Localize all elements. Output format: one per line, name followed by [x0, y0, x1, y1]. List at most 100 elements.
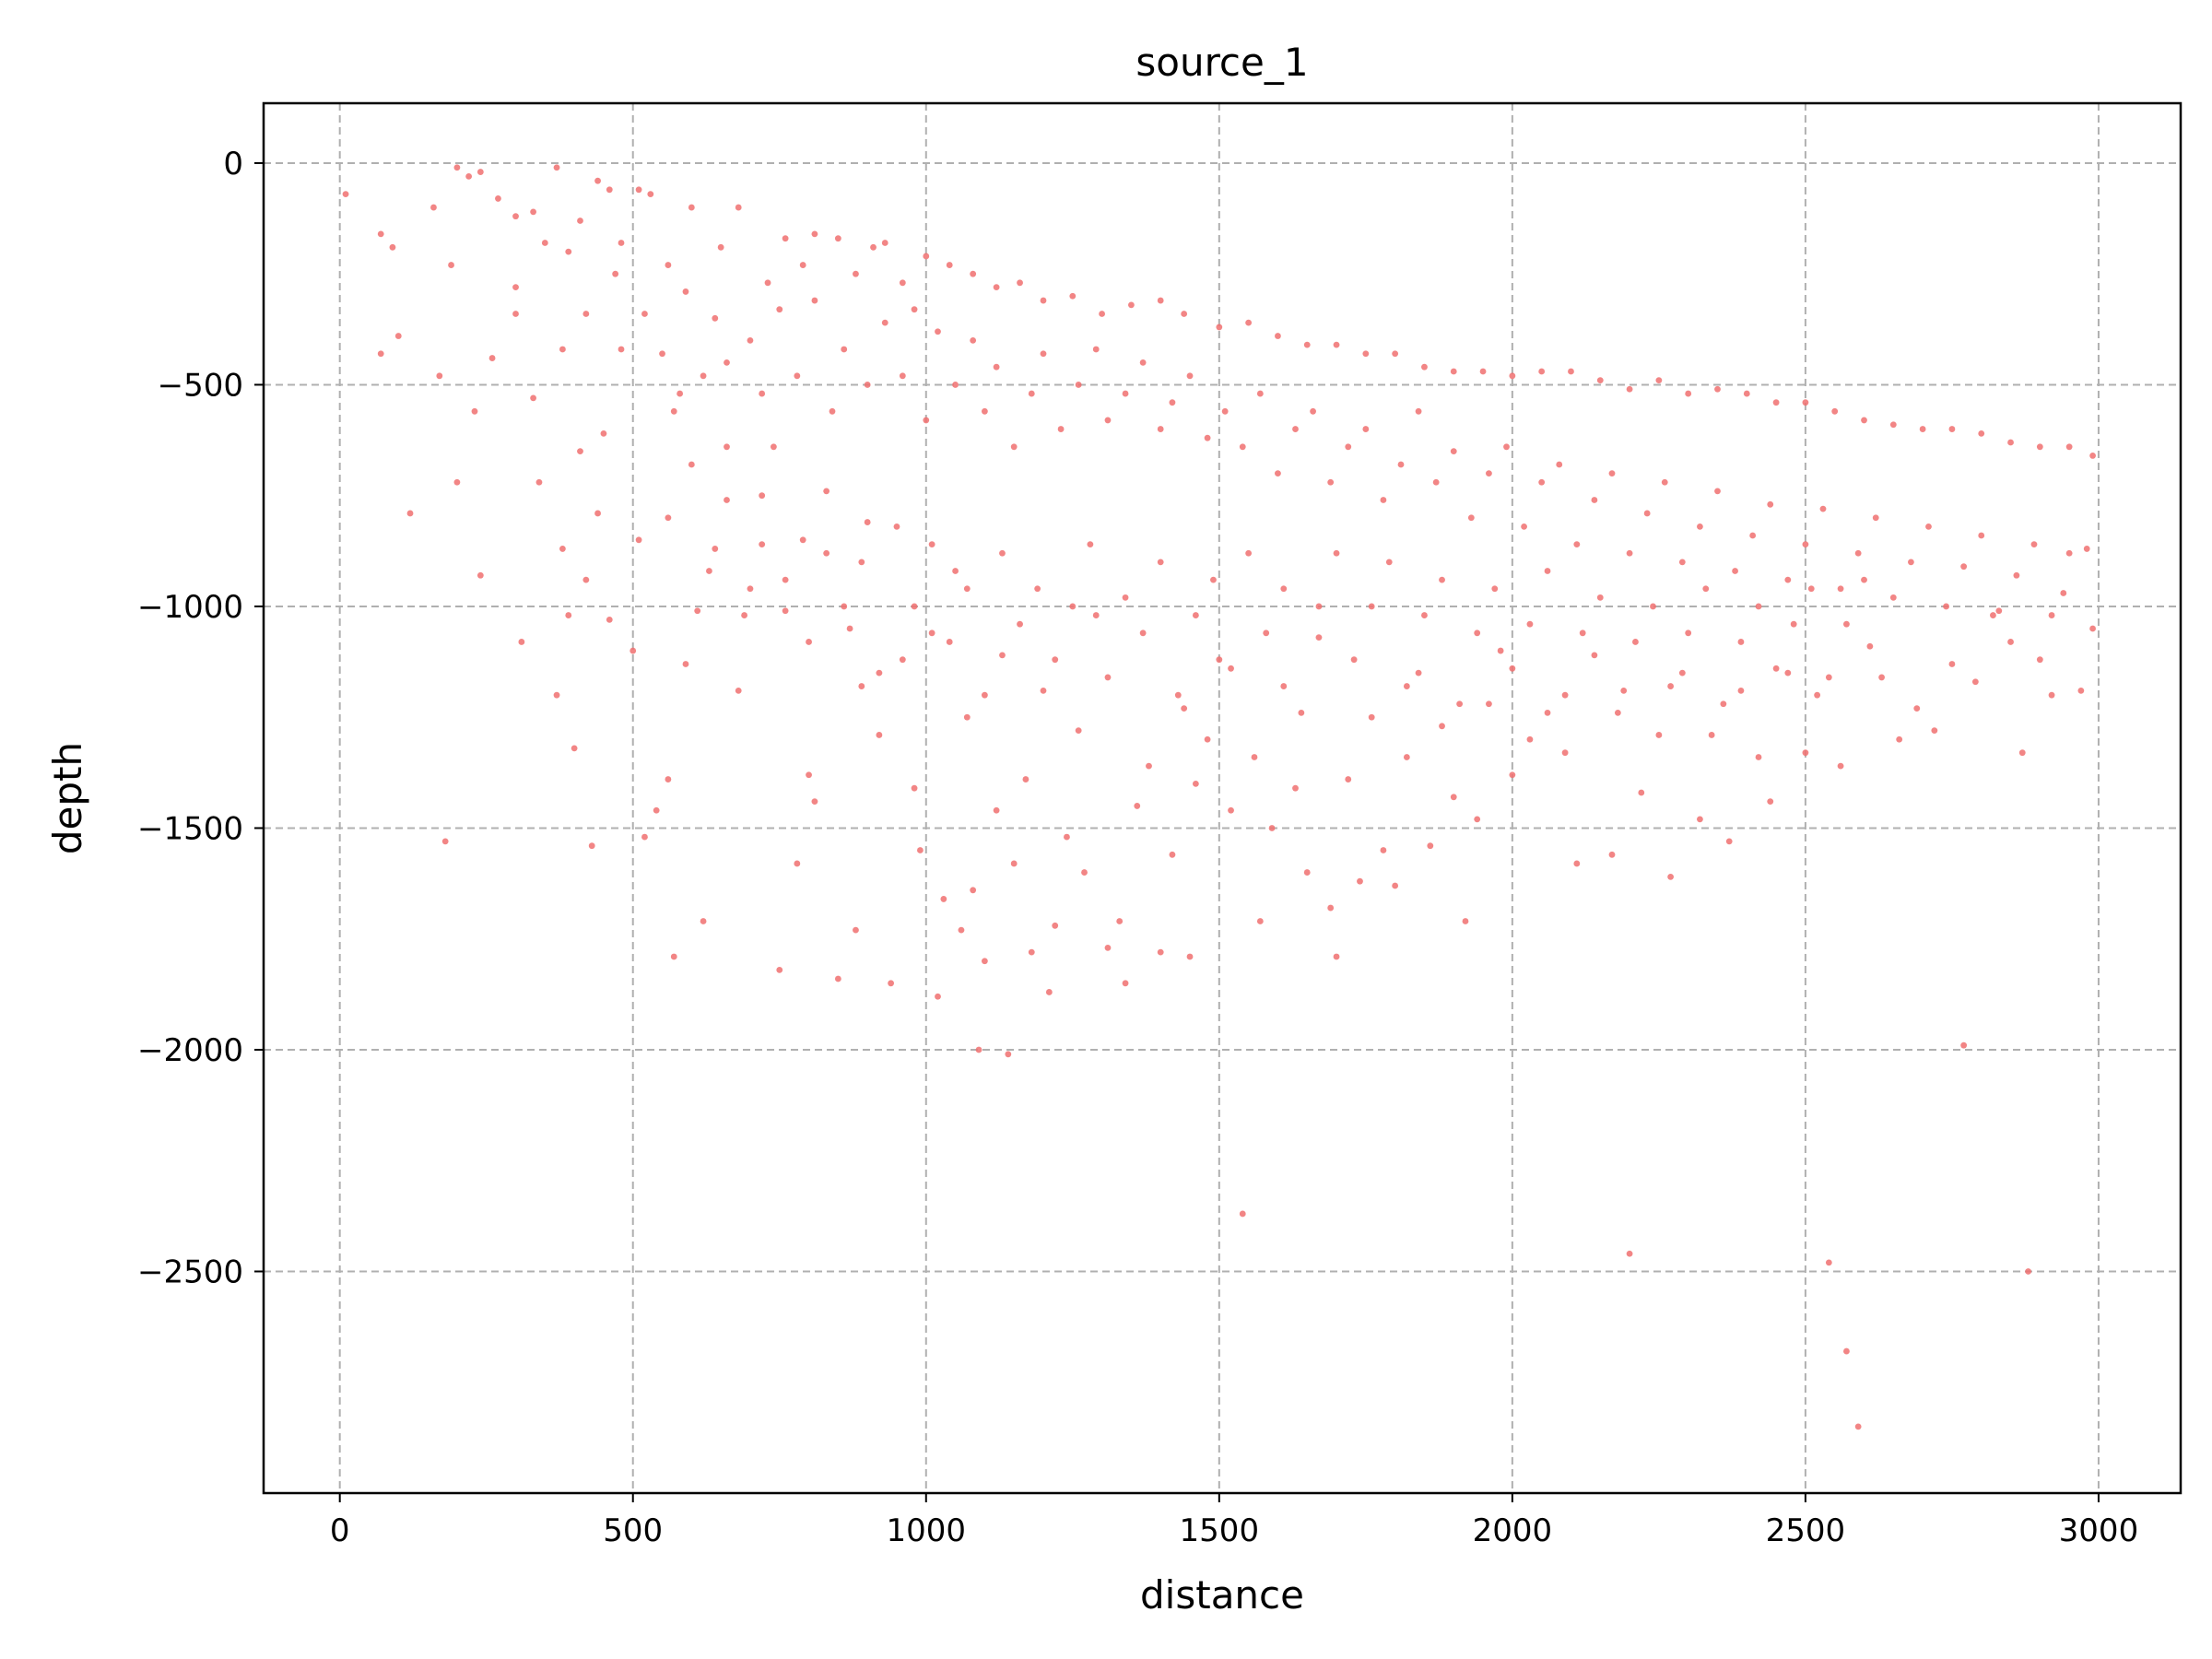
data-point	[1486, 470, 1492, 477]
data-point	[1544, 710, 1551, 716]
data-point	[747, 585, 754, 593]
data-point	[1608, 470, 1616, 477]
data-point	[1626, 1250, 1633, 1257]
data-point	[759, 390, 766, 397]
data-point	[682, 288, 689, 295]
plot-frame	[262, 101, 2183, 1495]
data-point	[1925, 523, 1932, 530]
y-tick-label: −2000	[137, 1032, 243, 1069]
data-point	[1010, 860, 1018, 867]
data-point	[1421, 612, 1428, 618]
data-point	[1749, 532, 1757, 539]
data-point	[1767, 500, 1774, 508]
data-point	[946, 639, 953, 645]
data-point	[1315, 603, 1323, 610]
data-point	[1157, 559, 1164, 566]
data-point	[1432, 478, 1440, 486]
data-point	[571, 745, 578, 752]
data-point	[834, 235, 841, 242]
data-point	[806, 639, 812, 645]
data-point	[1866, 642, 1874, 650]
data-point	[1245, 549, 1253, 557]
data-point	[999, 549, 1006, 557]
data-points	[342, 164, 2096, 1430]
x-axis-ticks: 0 500 1000 1500 2000 2500 3000	[330, 1493, 2138, 1549]
data-point	[1491, 585, 1499, 593]
data-point	[1561, 749, 1569, 757]
data-point	[981, 958, 988, 965]
data-point	[635, 186, 642, 194]
data-point	[1772, 665, 1780, 672]
data-point	[876, 669, 883, 677]
data-point	[1017, 279, 1023, 287]
data-point	[911, 784, 918, 792]
data-point	[2013, 571, 2020, 579]
data-point	[665, 776, 672, 782]
data-point	[1538, 478, 1546, 486]
data-point	[841, 346, 848, 353]
data-point	[606, 186, 613, 194]
data-point	[1221, 407, 1229, 415]
data-point	[970, 270, 977, 277]
data-point	[1784, 669, 1792, 677]
data-point	[759, 492, 766, 500]
data-point	[1040, 350, 1047, 358]
data-point	[1327, 904, 1335, 912]
data-point	[1368, 603, 1375, 610]
data-point	[1626, 385, 1633, 393]
data-point	[1045, 989, 1053, 995]
data-point	[799, 536, 806, 544]
data-point	[1462, 918, 1469, 924]
data-point	[1743, 390, 1750, 397]
data-point	[782, 576, 789, 583]
data-point	[377, 230, 384, 238]
data-point	[1075, 727, 1082, 735]
data-point	[1292, 426, 1299, 432]
data-point	[1802, 399, 1809, 406]
data-point	[1139, 629, 1147, 637]
data-point	[1960, 563, 1968, 571]
data-point	[2060, 590, 2067, 596]
data-point	[782, 235, 789, 242]
data-point	[776, 966, 783, 973]
data-point	[512, 311, 519, 317]
data-point	[1579, 629, 1586, 637]
data-point	[928, 629, 935, 637]
data-point	[1362, 426, 1370, 432]
data-point	[453, 164, 461, 171]
x-tick-label: 3000	[2059, 1512, 2139, 1549]
data-point	[759, 541, 766, 548]
data-point	[342, 191, 349, 198]
data-point	[770, 443, 777, 451]
data-point	[1345, 443, 1352, 451]
data-point	[653, 806, 660, 814]
data-point	[952, 382, 959, 388]
data-point	[1256, 918, 1264, 924]
data-point	[1385, 559, 1393, 566]
data-point	[1139, 359, 1147, 366]
data-point	[794, 860, 801, 867]
data-point	[1327, 478, 1335, 486]
data-point	[1069, 292, 1077, 300]
data-point	[688, 204, 695, 211]
data-point	[1380, 497, 1387, 503]
data-point	[670, 953, 677, 960]
data-point	[782, 607, 789, 615]
data-point	[1655, 732, 1663, 738]
data-point	[1034, 585, 1041, 593]
data-point	[999, 652, 1006, 659]
data-point	[1467, 514, 1475, 522]
data-point	[1450, 368, 1457, 375]
data-point	[1509, 372, 1516, 380]
data-point	[834, 975, 841, 982]
data-point	[940, 896, 947, 902]
data-point	[1064, 833, 1070, 841]
data-point	[1573, 860, 1581, 867]
data-point	[1040, 687, 1047, 694]
data-point	[659, 350, 665, 358]
data-point	[1186, 953, 1194, 960]
data-point	[1157, 297, 1164, 304]
data-point	[530, 208, 536, 216]
data-point	[1614, 710, 1621, 716]
